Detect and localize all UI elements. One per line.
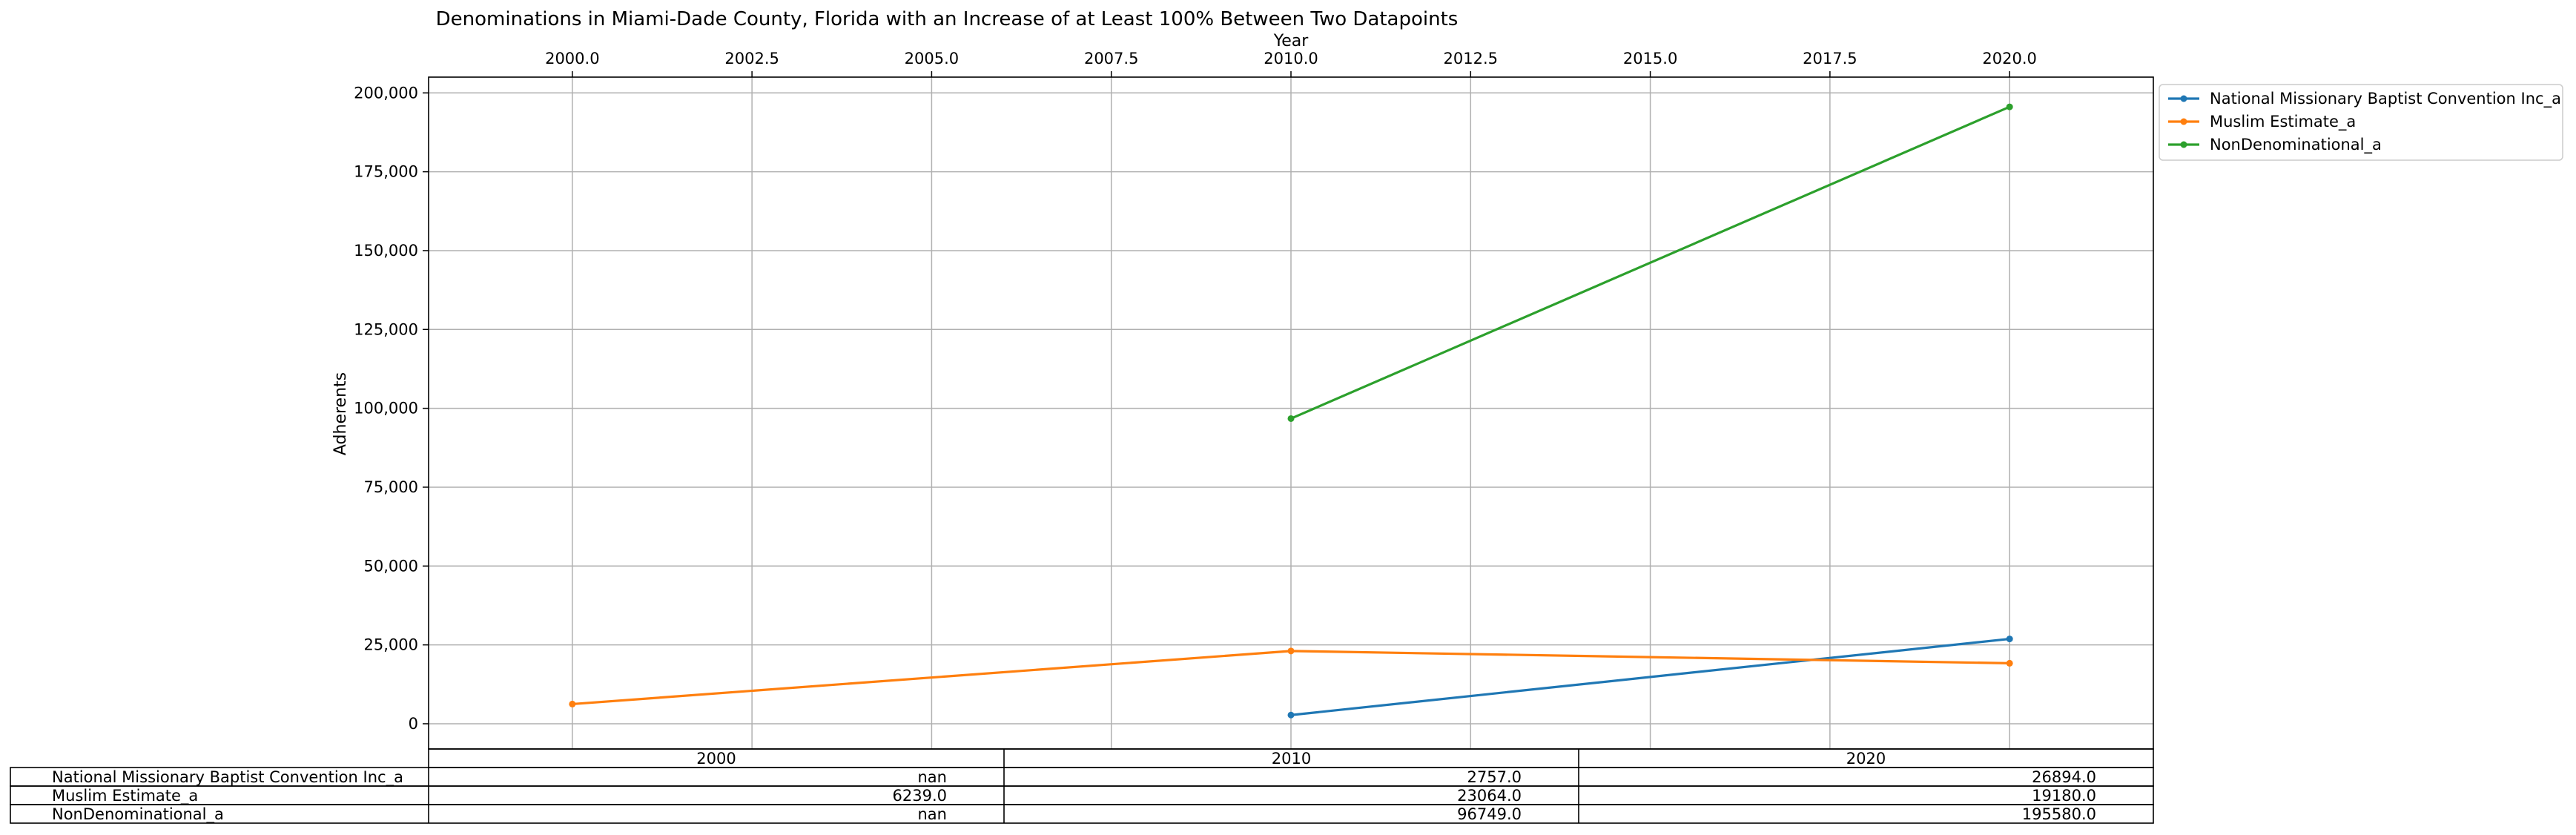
x-tick-label: 2000.0: [545, 50, 599, 67]
data-point: [1287, 647, 1295, 655]
table-row-label: Muslim Estimate_a: [52, 787, 198, 805]
table-row-label: NonDenominational_a: [52, 805, 224, 824]
legend-label: NonDenominational_a: [2210, 136, 2382, 154]
grid-layer: [429, 77, 2153, 749]
y-tick-label: 75,000: [364, 478, 418, 496]
x-tick-label: 2015.0: [1623, 50, 1677, 67]
data-point: [569, 700, 576, 707]
y-tick-label: 125,000: [354, 320, 418, 338]
table-column-header: 2010: [1272, 750, 1311, 768]
data-point: [2006, 659, 2013, 667]
y-tick-label: 175,000: [354, 163, 418, 181]
y-tick-label: 200,000: [354, 84, 418, 102]
table-cell: 195580.0: [2022, 805, 2096, 823]
table-cell: nan: [918, 768, 948, 786]
y-tick-label: 50,000: [364, 557, 418, 575]
legend-label: Muslim Estimate_a: [2210, 113, 2356, 131]
x-tick-label: 2012.5: [1444, 50, 1498, 67]
x-tick-label: 2007.5: [1084, 50, 1138, 67]
x-tick-label: 2002.5: [724, 50, 779, 67]
data-point: [1287, 711, 1295, 719]
data-point: [2006, 103, 2013, 110]
table-cell: 19180.0: [2032, 787, 2096, 805]
legend-frame: [2159, 84, 2563, 161]
x-tick-label: 2020.0: [1982, 50, 2036, 67]
table-column-header: 2000: [696, 750, 736, 768]
series-line: [1290, 637, 2010, 716]
x-axis-label: Year: [1273, 32, 1310, 50]
legend: National Missionary Baptist Convention I…: [2159, 84, 2563, 161]
y-tick-label: 100,000: [354, 400, 418, 417]
chart-title: Denominations in Miami-Dade County, Flor…: [436, 8, 1459, 30]
table-cell: 26894.0: [2032, 768, 2096, 786]
data-table: 2000 2010 2020 National Missionary Baptist …: [10, 748, 2154, 824]
legend-marker: [2180, 141, 2187, 148]
table-row: [10, 804, 2154, 824]
table-cell: 2757.0: [1467, 768, 1522, 786]
legend-marker: [2180, 118, 2187, 125]
tick-layer: 2000.0 2002.5 2005.0 2007.5 2010.0 2012.5 2015…: [354, 50, 2037, 733]
series-line: [1290, 105, 2010, 420]
x-tick-label: 2005.0: [905, 50, 959, 67]
legend-label: National Missionary Baptist Convention I…: [2210, 90, 2561, 108]
data-point: [1287, 415, 1295, 422]
table-row-label: National Missionary Baptist Convention I…: [52, 768, 403, 787]
y-tick-label: 150,000: [354, 242, 418, 260]
y-tick-label: 25,000: [364, 636, 418, 654]
table-cell: 6239.0: [893, 787, 947, 805]
x-tick-label: 2017.5: [1803, 50, 1857, 67]
table-cell: 96749.0: [1457, 805, 1522, 823]
table-cell: 23064.0: [1457, 787, 1522, 805]
x-tick-label: 2010.0: [1264, 50, 1318, 67]
legend-marker: [2180, 95, 2187, 102]
table-column-header: 2020: [1846, 750, 1886, 768]
y-axis-label: Adherents: [331, 372, 350, 455]
y-tick-label: 0: [409, 715, 418, 733]
table-cell: nan: [918, 805, 948, 823]
table-row: [10, 785, 2154, 805]
series-layer: [569, 103, 2013, 719]
data-point: [2006, 636, 2013, 643]
